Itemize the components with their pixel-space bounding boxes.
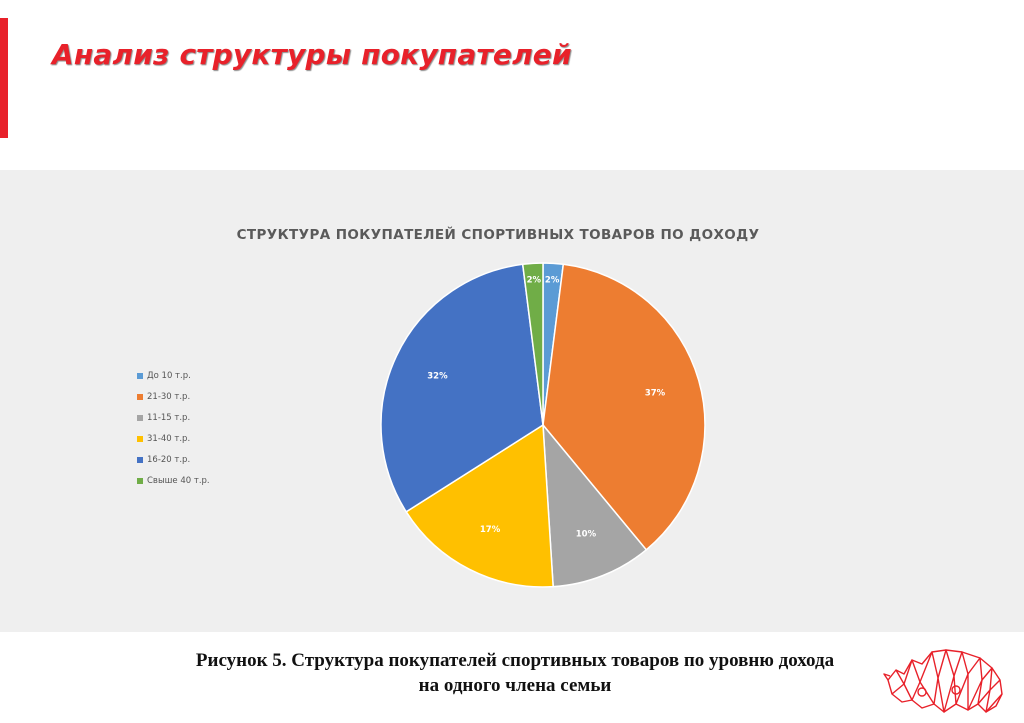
caption-line: Рисунок 5. Структура покупателей спортив… (195, 650, 835, 671)
legend-item: 11-15 т.р. (137, 407, 210, 428)
pie-slice (521, 262, 544, 426)
legend-label: 16-20 т.р. (147, 454, 191, 465)
chart-panel: СТРУКТУРА ПОКУПАТЕЛЕЙ СПОРТИВНЫХ ТОВАРОВ… (0, 170, 1024, 632)
accent-bar (0, 18, 8, 138)
rhino-logo-icon (883, 649, 1003, 713)
figure-caption: Рисунок 5. Структура покупателей спортив… (140, 648, 890, 698)
pie-slice (542, 422, 648, 588)
legend-item: 31-40 т.р. (137, 428, 210, 449)
pie-slice (405, 423, 554, 588)
legend-swatch (137, 393, 143, 400)
legend-item: Свыше 40 т.р. (137, 470, 210, 491)
legend-swatch (137, 414, 143, 421)
legend-label: 21-30 т.р. (147, 391, 191, 402)
pie-slice (542, 263, 706, 551)
chart-legend: До 10 т.р. 21-30 т.р. 11-15 т.р. 31-40 т… (137, 365, 210, 491)
caption-line: на одного члена семьи (418, 675, 612, 696)
slice-data-label: 17% (480, 525, 501, 535)
pie-slice (380, 263, 544, 513)
slice-data-label: 2% (527, 275, 542, 285)
legend-item: 16-20 т.р. (137, 449, 210, 470)
legend-swatch (137, 456, 143, 463)
pie-chart: 2% 37% 10% 17% 32% 2% (380, 262, 706, 588)
chart-title: СТРУКТУРА ПОКУПАТЕЛЕЙ СПОРТИВНЫХ ТОВАРОВ… (236, 227, 760, 243)
legend-item: До 10 т.р. (137, 365, 210, 386)
slice-data-label: 37% (645, 388, 666, 398)
legend-label: Свыше 40 т.р. (147, 475, 210, 486)
legend-item: 21-30 т.р. (137, 386, 210, 407)
legend-swatch (137, 477, 143, 484)
legend-label: 11-15 т.р. (147, 412, 191, 423)
slide-title: Анализ структуры покупателей (52, 38, 572, 71)
slice-data-label: 32% (427, 371, 448, 381)
slice-data-label: 10% (576, 529, 597, 539)
slice-data-label: 2% (545, 275, 560, 285)
legend-swatch (137, 372, 143, 379)
legend-swatch (137, 435, 143, 442)
legend-label: 31-40 т.р. (147, 433, 191, 444)
legend-label: До 10 т.р. (147, 370, 191, 381)
